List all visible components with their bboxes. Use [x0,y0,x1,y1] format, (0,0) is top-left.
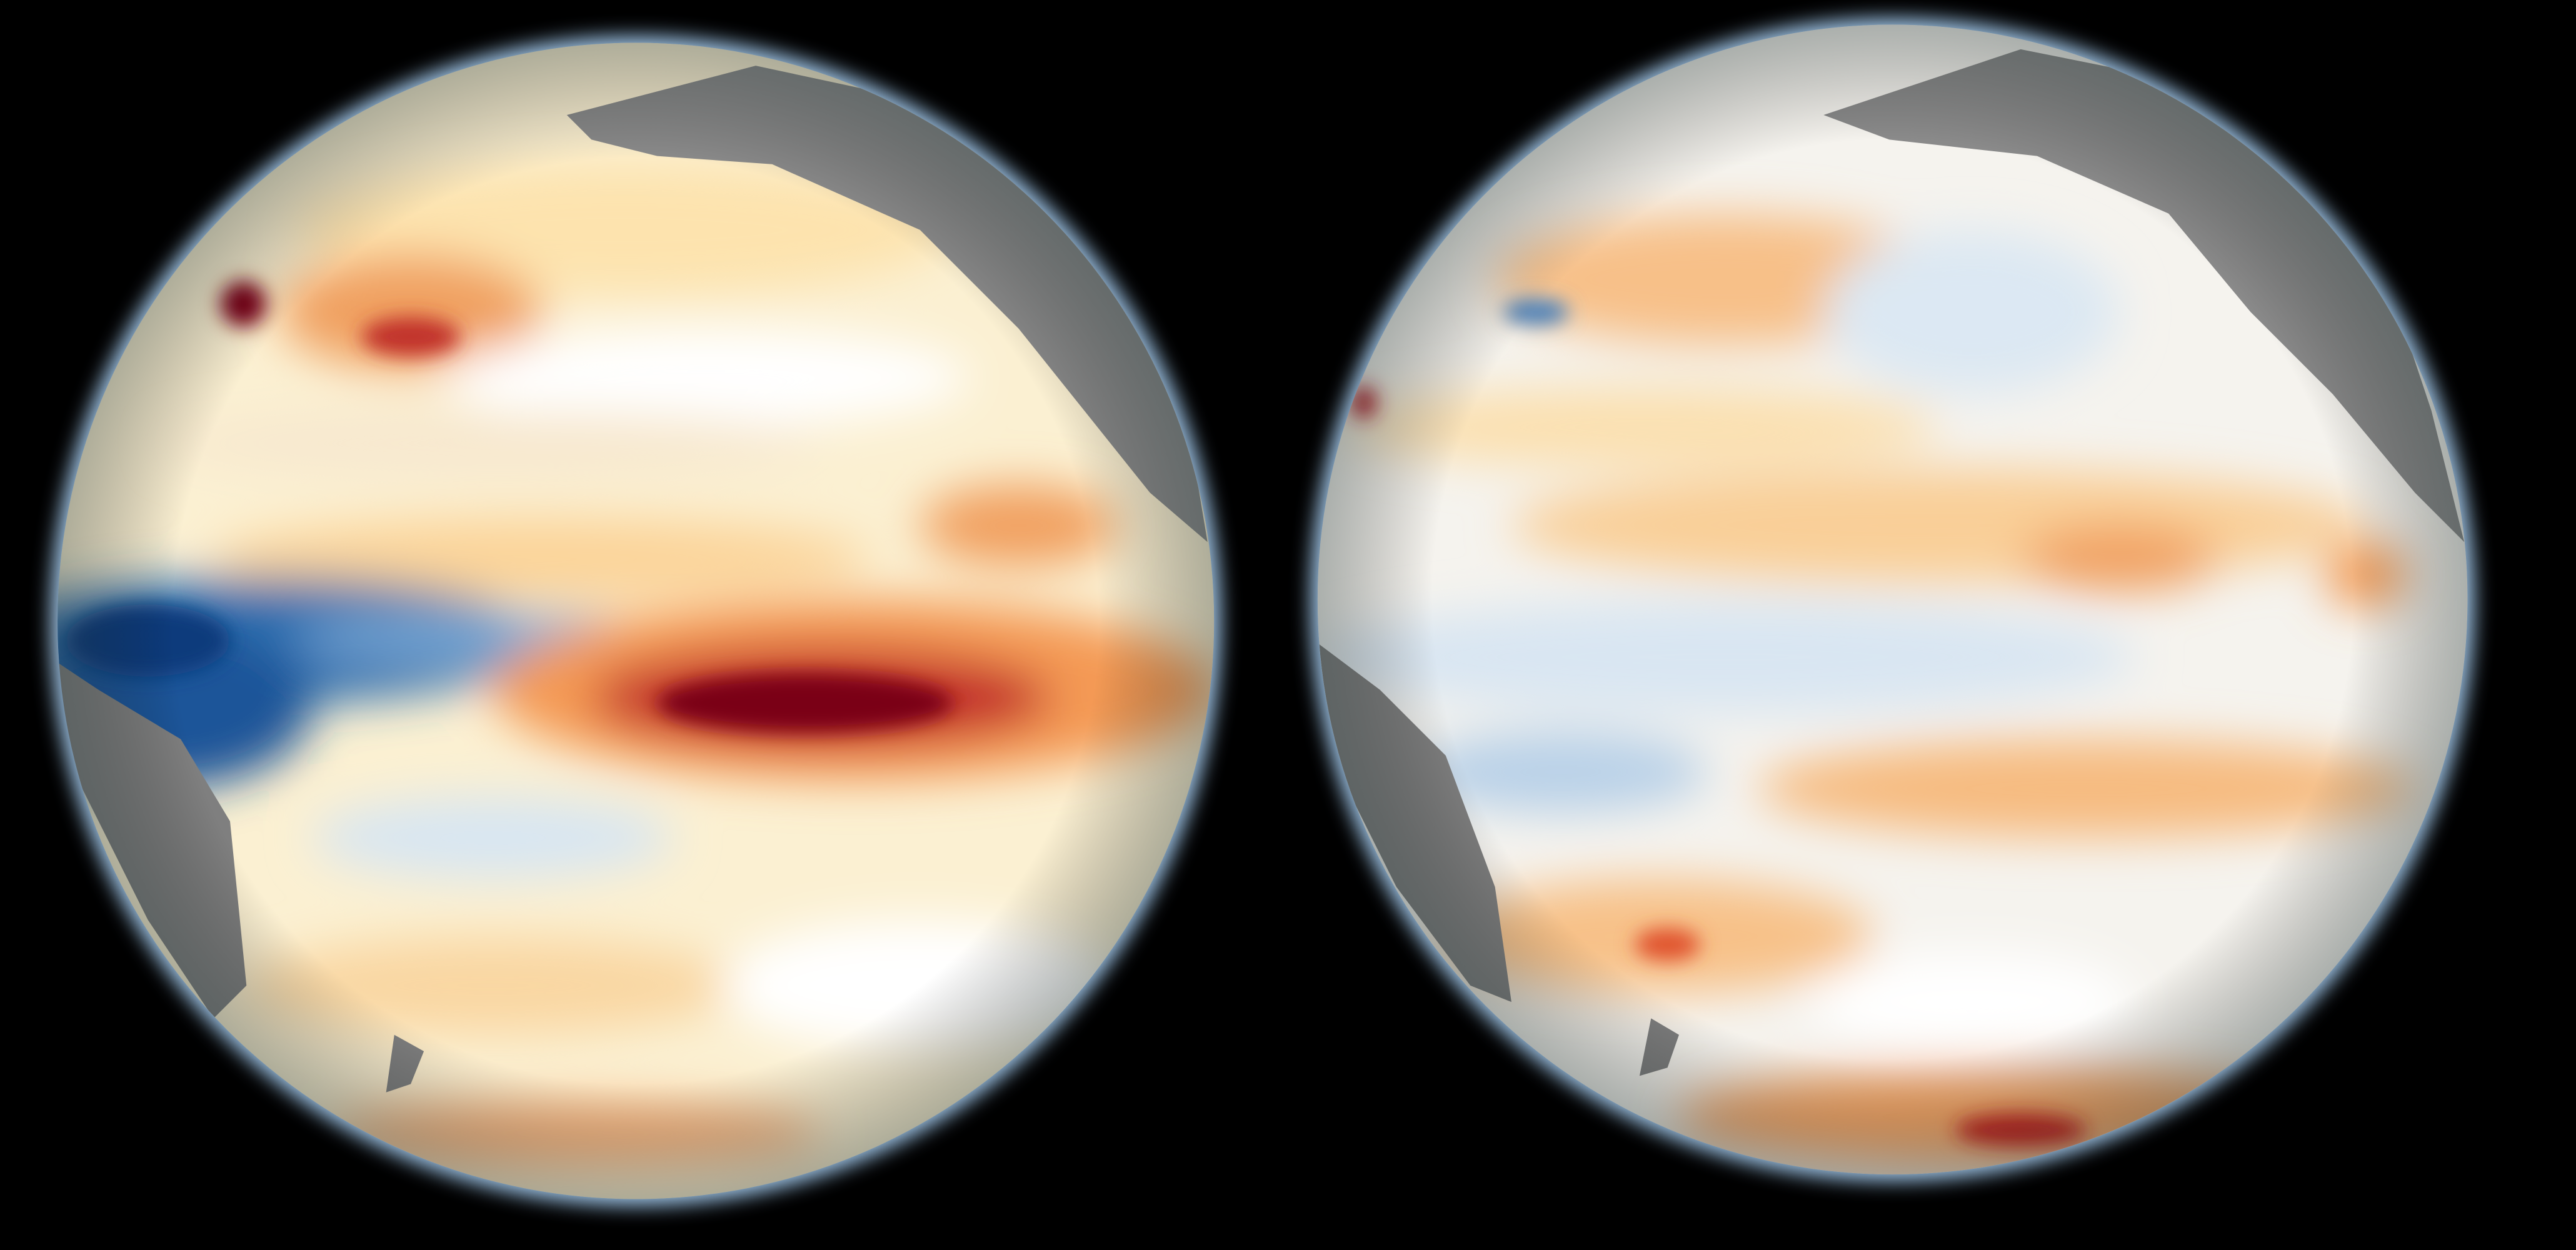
right-globe [1317,24,2468,1175]
left-globe [58,42,1215,1199]
